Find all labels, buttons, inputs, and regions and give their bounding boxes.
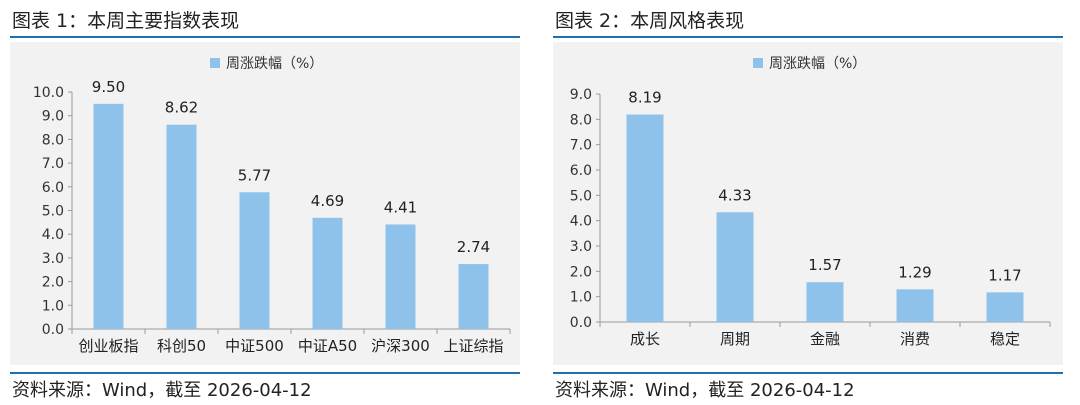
source-note: 资料来源：Wind，截至 2026-04-12 <box>555 380 855 401</box>
chart-area: 周涨跌幅（%） 0.0 1.0 2.0 3.0 4.0 5.0 6.0 7.0 8.0 9.0 10.… <box>10 42 520 365</box>
bar <box>896 289 934 322</box>
y-tick-label: 1.0 <box>570 290 592 306</box>
x-tick-label: 稳定 <box>990 330 1020 348</box>
y-tick-label: 10.0 <box>33 85 64 101</box>
y-tick-label: 8.0 <box>42 132 64 148</box>
y-tick-label: 0.0 <box>570 315 592 331</box>
legend-swatch <box>210 58 220 68</box>
footer-divider <box>10 372 520 374</box>
bar <box>626 114 664 323</box>
y-tick-label: 7.0 <box>570 138 592 154</box>
y-tick-label: 9.0 <box>570 87 592 103</box>
bar <box>458 264 489 329</box>
title-divider <box>10 36 520 38</box>
y-tick-label: 1.0 <box>42 298 64 314</box>
data-label: 1.29 <box>898 263 931 281</box>
y-tick-label: 3.0 <box>570 239 592 255</box>
data-label: 5.77 <box>238 166 271 184</box>
data-label: 8.62 <box>165 99 198 117</box>
source-note: 资料来源：Wind，截至 2026-04-12 <box>12 380 312 401</box>
x-tick-label: 周期 <box>720 330 750 348</box>
bar-chart-indices: 周涨跌幅（%） 0.0 1.0 2.0 3.0 4.0 5.0 6.0 7.0 8.0 9.0 10.… <box>33 56 511 355</box>
y-tick-label: 4.0 <box>42 227 64 243</box>
y-tick-label: 5.0 <box>42 204 64 220</box>
y-tick-label: 8.0 <box>570 112 592 128</box>
x-tick-label: 创业板指 <box>78 337 138 355</box>
bar <box>166 124 197 330</box>
x-tick-label: 科创50 <box>157 337 206 355</box>
y-tick-label: 0.0 <box>42 322 64 338</box>
chart-title: 图表 2：本周风格表现 <box>555 10 745 32</box>
y-tick-label: 4.0 <box>570 214 592 230</box>
data-label: 1.57 <box>808 256 841 274</box>
y-tick-label: 9.0 <box>42 109 64 125</box>
x-tick-label: 金融 <box>810 330 840 348</box>
title-divider <box>553 36 1063 38</box>
y-tick-label: 2.0 <box>42 275 64 291</box>
y-tick-label: 5.0 <box>570 188 592 204</box>
chart-area: 周涨跌幅（%） 0.0 1.0 2.0 3.0 4.0 5.0 6.0 7.0 8.0 9.0 8.1… <box>553 42 1063 365</box>
chart-panel-indices: 图表 1：本周主要指数表现 周涨跌幅（%） 0.0 1.0 2.0 3.0 4.0 5.0 6… <box>10 0 520 405</box>
chart-title: 图表 1：本周主要指数表现 <box>12 10 240 32</box>
legend-swatch <box>753 58 763 68</box>
chart-panel-styles: 图表 2：本周风格表现 周涨跌幅（%） 0.0 1.0 2.0 3.0 4.0 5.0 6.0… <box>553 0 1063 405</box>
y-tick-label: 2.0 <box>570 264 592 280</box>
data-label: 8.19 <box>628 89 661 107</box>
y-tick-label: 6.0 <box>42 180 64 196</box>
x-tick-label: 成长 <box>630 330 660 348</box>
bar <box>239 192 270 329</box>
data-label: 4.33 <box>718 186 751 204</box>
x-tick-label: 中证A50 <box>298 337 357 355</box>
data-label: 9.50 <box>92 78 125 96</box>
bar <box>93 103 124 329</box>
bar <box>806 282 844 322</box>
data-label: 4.69 <box>311 192 344 210</box>
data-label: 2.74 <box>457 238 490 256</box>
x-tick-label: 中证500 <box>225 337 284 355</box>
legend-label: 周涨跌幅（%） <box>226 56 323 72</box>
bar <box>986 292 1024 322</box>
y-tick-label: 7.0 <box>42 156 64 172</box>
x-tick-label: 上证综指 <box>443 337 503 355</box>
y-tick-label: 6.0 <box>570 163 592 179</box>
y-tick-label: 3.0 <box>42 251 64 267</box>
bar <box>716 212 754 322</box>
data-label: 4.41 <box>384 198 417 216</box>
bar <box>385 224 416 329</box>
data-label: 1.17 <box>988 266 1021 284</box>
x-tick-label: 沪深300 <box>371 337 430 355</box>
bar <box>312 217 343 329</box>
bar-chart-styles: 周涨跌幅（%） 0.0 1.0 2.0 3.0 4.0 5.0 6.0 7.0 8.0 9.0 8.1… <box>570 56 1051 348</box>
legend-label: 周涨跌幅（%） <box>769 56 866 72</box>
footer-divider <box>553 372 1063 374</box>
x-tick-label: 消费 <box>900 330 930 348</box>
